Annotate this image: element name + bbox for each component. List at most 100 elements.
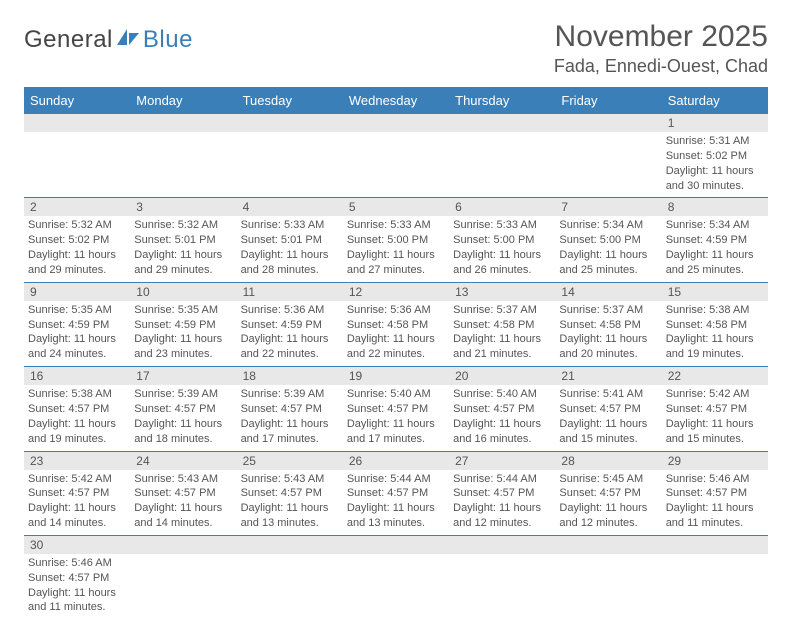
day-number: 14	[555, 283, 661, 301]
day-cell	[237, 132, 343, 197]
day-cell: Sunrise: 5:36 AMSunset: 4:58 PMDaylight:…	[343, 301, 449, 366]
sunset-text: Sunset: 4:58 PM	[347, 318, 445, 333]
daylight-text: Daylight: 11 hours and 14 minutes.	[134, 501, 232, 531]
sunset-text: Sunset: 4:57 PM	[666, 402, 764, 417]
sunset-text: Sunset: 4:57 PM	[666, 486, 764, 501]
day-cell	[662, 554, 768, 619]
day-number	[555, 536, 661, 554]
sunrise-text: Sunrise: 5:42 AM	[666, 387, 764, 402]
day-number-row: 1	[24, 114, 768, 132]
day-number: 22	[662, 367, 768, 385]
day-cell: Sunrise: 5:46 AMSunset: 4:57 PMDaylight:…	[24, 554, 130, 619]
daylight-text: Daylight: 11 hours and 29 minutes.	[28, 248, 126, 278]
daylight-text: Daylight: 11 hours and 17 minutes.	[347, 417, 445, 447]
day-cell: Sunrise: 5:33 AMSunset: 5:01 PMDaylight:…	[237, 216, 343, 281]
daylight-text: Daylight: 11 hours and 30 minutes.	[666, 164, 764, 194]
day-cell: Sunrise: 5:42 AMSunset: 4:57 PMDaylight:…	[662, 385, 768, 450]
sunrise-text: Sunrise: 5:43 AM	[134, 472, 232, 487]
day-number: 26	[343, 452, 449, 470]
sunset-text: Sunset: 4:57 PM	[559, 402, 657, 417]
weekday-header-row: SundayMondayTuesdayWednesdayThursdayFrid…	[24, 87, 768, 114]
day-number	[449, 536, 555, 554]
daylight-text: Daylight: 11 hours and 15 minutes.	[559, 417, 657, 447]
daylight-text: Daylight: 11 hours and 12 minutes.	[559, 501, 657, 531]
day-cell	[343, 132, 449, 197]
weekday-monday: Monday	[130, 87, 236, 114]
sunrise-text: Sunrise: 5:32 AM	[134, 218, 232, 233]
day-number: 10	[130, 283, 236, 301]
day-cell: Sunrise: 5:35 AMSunset: 4:59 PMDaylight:…	[24, 301, 130, 366]
sunrise-text: Sunrise: 5:38 AM	[666, 303, 764, 318]
day-cell: Sunrise: 5:32 AMSunset: 5:02 PMDaylight:…	[24, 216, 130, 281]
day-cell	[449, 132, 555, 197]
daylight-text: Daylight: 11 hours and 11 minutes.	[666, 501, 764, 531]
day-number: 12	[343, 283, 449, 301]
day-cell: Sunrise: 5:41 AMSunset: 4:57 PMDaylight:…	[555, 385, 661, 450]
weekday-wednesday: Wednesday	[343, 87, 449, 114]
day-number-row: 9101112131415	[24, 283, 768, 301]
day-number	[130, 536, 236, 554]
header: General Blue November 2025 Fada, Ennedi-…	[24, 20, 768, 77]
sunset-text: Sunset: 4:57 PM	[559, 486, 657, 501]
day-cell: Sunrise: 5:38 AMSunset: 4:58 PMDaylight:…	[662, 301, 768, 366]
sunrise-text: Sunrise: 5:34 AM	[666, 218, 764, 233]
day-cell	[343, 554, 449, 619]
day-number: 13	[449, 283, 555, 301]
day-number: 3	[130, 198, 236, 216]
location: Fada, Ennedi-Ouest, Chad	[554, 56, 768, 77]
sunrise-text: Sunrise: 5:45 AM	[559, 472, 657, 487]
daylight-text: Daylight: 11 hours and 20 minutes.	[559, 332, 657, 362]
weekday-sunday: Sunday	[24, 87, 130, 114]
daylight-text: Daylight: 11 hours and 13 minutes.	[241, 501, 339, 531]
day-cell: Sunrise: 5:46 AMSunset: 4:57 PMDaylight:…	[662, 470, 768, 535]
sunset-text: Sunset: 4:57 PM	[28, 486, 126, 501]
month-title: November 2025	[554, 20, 768, 54]
weekday-tuesday: Tuesday	[237, 87, 343, 114]
daylight-text: Daylight: 11 hours and 17 minutes.	[241, 417, 339, 447]
sunset-text: Sunset: 4:58 PM	[453, 318, 551, 333]
day-number: 23	[24, 452, 130, 470]
sunset-text: Sunset: 5:02 PM	[28, 233, 126, 248]
sunset-text: Sunset: 4:57 PM	[453, 402, 551, 417]
daylight-text: Daylight: 11 hours and 11 minutes.	[28, 586, 126, 616]
sunrise-text: Sunrise: 5:41 AM	[559, 387, 657, 402]
day-number-row: 16171819202122	[24, 367, 768, 385]
daylight-text: Daylight: 11 hours and 18 minutes.	[134, 417, 232, 447]
week-row: Sunrise: 5:42 AMSunset: 4:57 PMDaylight:…	[24, 470, 768, 536]
day-cell: Sunrise: 5:36 AMSunset: 4:59 PMDaylight:…	[237, 301, 343, 366]
sunset-text: Sunset: 4:57 PM	[28, 402, 126, 417]
sail-icon	[115, 26, 141, 54]
sunset-text: Sunset: 5:00 PM	[347, 233, 445, 248]
day-number: 29	[662, 452, 768, 470]
day-cell: Sunrise: 5:37 AMSunset: 4:58 PMDaylight:…	[555, 301, 661, 366]
sunrise-text: Sunrise: 5:40 AM	[347, 387, 445, 402]
sunset-text: Sunset: 4:59 PM	[241, 318, 339, 333]
sunrise-text: Sunrise: 5:38 AM	[28, 387, 126, 402]
logo: General Blue	[24, 26, 193, 54]
day-number: 8	[662, 198, 768, 216]
daylight-text: Daylight: 11 hours and 15 minutes.	[666, 417, 764, 447]
sunrise-text: Sunrise: 5:37 AM	[453, 303, 551, 318]
sunrise-text: Sunrise: 5:40 AM	[453, 387, 551, 402]
day-cell: Sunrise: 5:32 AMSunset: 5:01 PMDaylight:…	[130, 216, 236, 281]
sunrise-text: Sunrise: 5:33 AM	[347, 218, 445, 233]
day-cell	[130, 554, 236, 619]
daylight-text: Daylight: 11 hours and 19 minutes.	[666, 332, 764, 362]
daylight-text: Daylight: 11 hours and 23 minutes.	[134, 332, 232, 362]
day-cell: Sunrise: 5:40 AMSunset: 4:57 PMDaylight:…	[343, 385, 449, 450]
daylight-text: Daylight: 11 hours and 28 minutes.	[241, 248, 339, 278]
daylight-text: Daylight: 11 hours and 21 minutes.	[453, 332, 551, 362]
day-cell: Sunrise: 5:42 AMSunset: 4:57 PMDaylight:…	[24, 470, 130, 535]
day-cell: Sunrise: 5:34 AMSunset: 5:00 PMDaylight:…	[555, 216, 661, 281]
day-cell: Sunrise: 5:33 AMSunset: 5:00 PMDaylight:…	[449, 216, 555, 281]
sunrise-text: Sunrise: 5:33 AM	[241, 218, 339, 233]
day-cell	[555, 132, 661, 197]
day-cell	[449, 554, 555, 619]
sunset-text: Sunset: 4:59 PM	[666, 233, 764, 248]
day-cell: Sunrise: 5:31 AMSunset: 5:02 PMDaylight:…	[662, 132, 768, 197]
day-cell	[555, 554, 661, 619]
day-number: 2	[24, 198, 130, 216]
week-row: Sunrise: 5:32 AMSunset: 5:02 PMDaylight:…	[24, 216, 768, 282]
week-row: Sunrise: 5:46 AMSunset: 4:57 PMDaylight:…	[24, 554, 768, 619]
day-cell: Sunrise: 5:39 AMSunset: 4:57 PMDaylight:…	[237, 385, 343, 450]
